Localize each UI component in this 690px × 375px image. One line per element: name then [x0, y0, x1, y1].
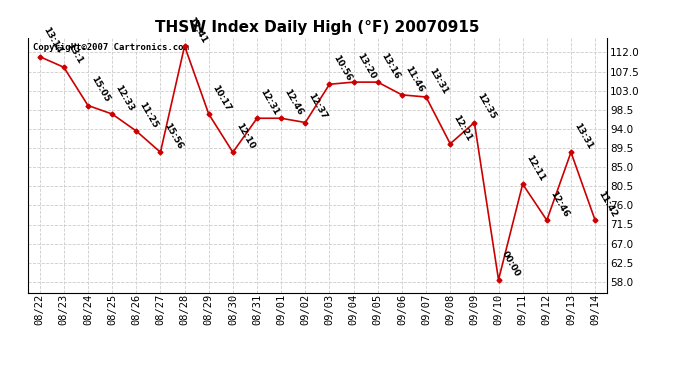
- Text: 12:21: 12:21: [452, 113, 474, 142]
- Text: 10:17: 10:17: [210, 83, 233, 112]
- Text: 13:16: 13:16: [380, 51, 402, 81]
- Title: THSW Index Daily High (°F) 20070915: THSW Index Daily High (°F) 20070915: [155, 20, 480, 35]
- Text: 12:31: 12:31: [259, 88, 281, 117]
- Text: 13:1: 13:1: [66, 42, 84, 66]
- Text: 11:46: 11:46: [404, 64, 426, 93]
- Text: Copyright©2007 Cartronics.com: Copyright©2007 Cartronics.com: [33, 43, 189, 52]
- Text: 11:25: 11:25: [138, 100, 160, 130]
- Text: 12:11: 12:11: [524, 153, 546, 183]
- Text: 12:33: 12:33: [114, 83, 136, 112]
- Text: 12:37: 12:37: [307, 92, 329, 121]
- Text: 13:31: 13:31: [573, 122, 595, 151]
- Text: 10:56: 10:56: [331, 54, 353, 83]
- Text: 13:14: 13:14: [41, 26, 63, 55]
- Text: 13:20: 13:20: [355, 51, 377, 81]
- Text: 12:46: 12:46: [283, 87, 305, 117]
- Text: 12:35: 12:35: [476, 92, 498, 121]
- Text: 15:05: 15:05: [90, 75, 111, 104]
- Text: 12:46: 12:46: [549, 189, 571, 219]
- Text: 15:56: 15:56: [162, 122, 184, 151]
- Text: 00:00: 00:00: [500, 249, 522, 278]
- Text: 11:42: 11:42: [597, 189, 619, 219]
- Text: 12:41: 12:41: [186, 15, 208, 45]
- Text: 12:10: 12:10: [235, 122, 256, 151]
- Text: 13:31: 13:31: [428, 66, 450, 96]
